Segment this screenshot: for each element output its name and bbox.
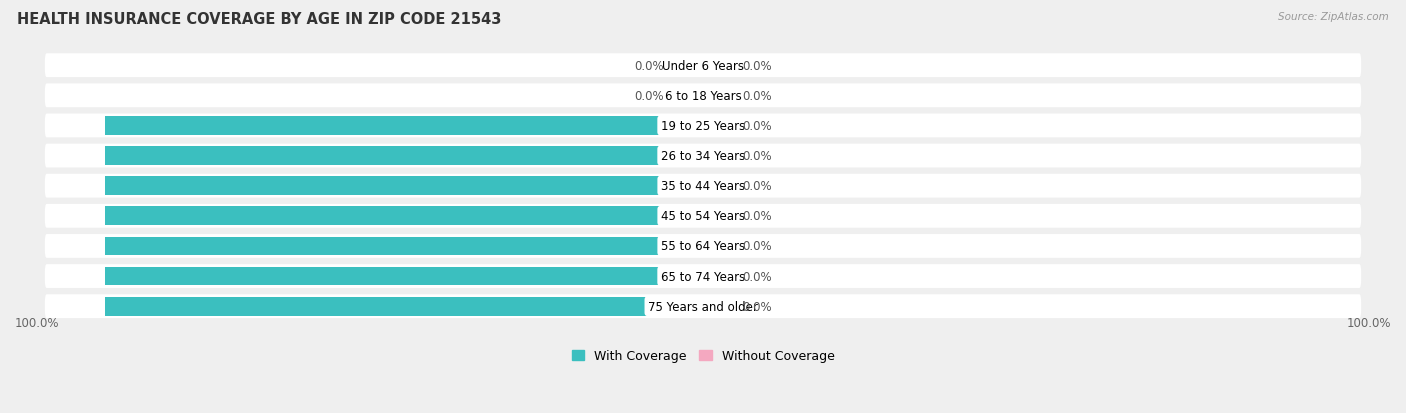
Text: 6 to 18 Years: 6 to 18 Years (665, 90, 741, 102)
Bar (703, 147, 733, 166)
Bar (703, 87, 733, 105)
Legend: With Coverage, Without Coverage: With Coverage, Without Coverage (572, 349, 834, 363)
Text: 0.0%: 0.0% (742, 150, 772, 163)
Bar (703, 117, 733, 135)
Text: 19 to 25 Years: 19 to 25 Years (661, 120, 745, 133)
Text: 0.0%: 0.0% (742, 300, 772, 313)
FancyBboxPatch shape (45, 54, 1361, 78)
Text: 100.0%: 100.0% (46, 180, 96, 193)
Text: 100.0%: 100.0% (46, 300, 96, 313)
Text: 100.0%: 100.0% (46, 270, 96, 283)
Bar (104, 207, 703, 225)
Text: Source: ZipAtlas.com: Source: ZipAtlas.com (1278, 12, 1389, 22)
FancyBboxPatch shape (45, 264, 1361, 288)
Text: Under 6 Years: Under 6 Years (662, 59, 744, 73)
Bar (104, 297, 703, 316)
Bar (673, 57, 703, 75)
Text: 100.0%: 100.0% (46, 210, 96, 223)
Text: 45 to 54 Years: 45 to 54 Years (661, 210, 745, 223)
Text: 35 to 44 Years: 35 to 44 Years (661, 180, 745, 193)
Bar (703, 267, 733, 286)
Bar (104, 117, 703, 135)
Text: 100.0%: 100.0% (46, 240, 96, 253)
Bar (104, 267, 703, 286)
Text: 0.0%: 0.0% (634, 90, 664, 102)
Bar (703, 207, 733, 225)
Text: 0.0%: 0.0% (742, 240, 772, 253)
Text: 0.0%: 0.0% (634, 59, 664, 73)
Text: 0.0%: 0.0% (742, 59, 772, 73)
Bar (703, 57, 733, 75)
Bar (104, 237, 703, 256)
Text: 0.0%: 0.0% (742, 270, 772, 283)
FancyBboxPatch shape (45, 84, 1361, 108)
Text: 100.0%: 100.0% (46, 150, 96, 163)
Text: 65 to 74 Years: 65 to 74 Years (661, 270, 745, 283)
Text: 0.0%: 0.0% (742, 210, 772, 223)
Text: 75 Years and older: 75 Years and older (648, 300, 758, 313)
Text: 55 to 64 Years: 55 to 64 Years (661, 240, 745, 253)
Bar (703, 237, 733, 256)
Text: 0.0%: 0.0% (742, 180, 772, 193)
Text: 0.0%: 0.0% (742, 90, 772, 102)
Text: 100.0%: 100.0% (15, 316, 59, 330)
Bar (703, 297, 733, 316)
FancyBboxPatch shape (45, 294, 1361, 318)
FancyBboxPatch shape (45, 235, 1361, 258)
FancyBboxPatch shape (45, 144, 1361, 168)
Text: 26 to 34 Years: 26 to 34 Years (661, 150, 745, 163)
FancyBboxPatch shape (45, 174, 1361, 198)
Bar (673, 87, 703, 105)
Text: HEALTH INSURANCE COVERAGE BY AGE IN ZIP CODE 21543: HEALTH INSURANCE COVERAGE BY AGE IN ZIP … (17, 12, 502, 27)
Bar (703, 177, 733, 196)
FancyBboxPatch shape (45, 204, 1361, 228)
Bar (104, 147, 703, 166)
Text: 100.0%: 100.0% (46, 120, 96, 133)
Text: 100.0%: 100.0% (1347, 316, 1391, 330)
FancyBboxPatch shape (45, 114, 1361, 138)
Text: 0.0%: 0.0% (742, 120, 772, 133)
Bar (104, 177, 703, 196)
